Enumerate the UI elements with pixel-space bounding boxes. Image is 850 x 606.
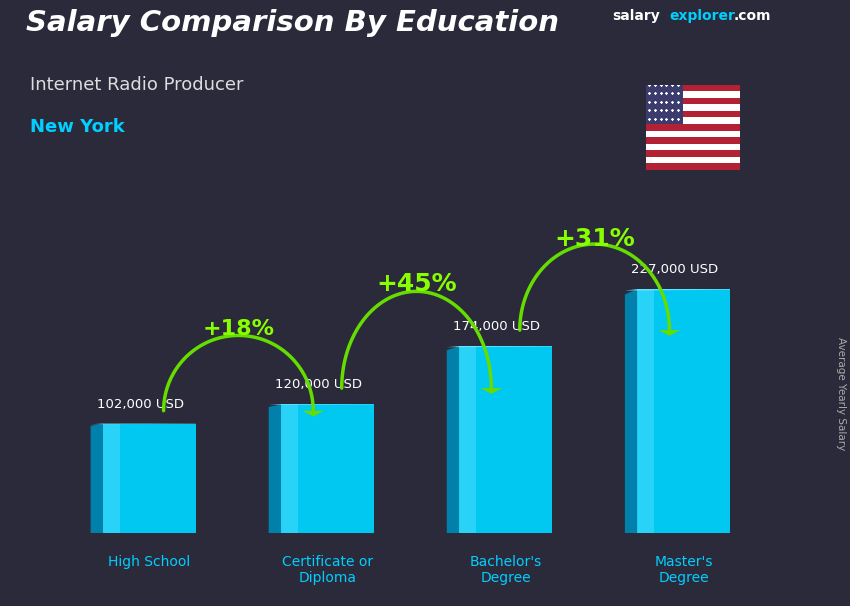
Polygon shape: [625, 289, 730, 290]
Bar: [646, 124, 740, 130]
Bar: [646, 85, 683, 124]
Bar: [103, 424, 120, 533]
Bar: [638, 289, 654, 533]
Text: New York: New York: [30, 118, 124, 136]
Polygon shape: [447, 346, 552, 347]
Bar: [459, 346, 476, 533]
Bar: [646, 104, 740, 111]
Text: Average Yearly Salary: Average Yearly Salary: [836, 338, 846, 450]
Bar: [103, 424, 196, 533]
Bar: [646, 92, 740, 98]
Bar: [646, 150, 740, 156]
Bar: [281, 404, 298, 533]
Text: 120,000 USD: 120,000 USD: [275, 378, 362, 391]
Bar: [646, 156, 740, 163]
Text: Salary Comparison By Education: Salary Comparison By Education: [26, 9, 558, 37]
Text: 227,000 USD: 227,000 USD: [632, 264, 718, 276]
Text: Certificate or
Diploma: Certificate or Diploma: [282, 554, 373, 585]
Polygon shape: [269, 404, 281, 533]
Bar: [646, 118, 740, 124]
Text: Master's
Degree: Master's Degree: [654, 554, 713, 585]
Polygon shape: [269, 404, 374, 405]
Text: +31%: +31%: [554, 227, 635, 251]
Bar: [646, 98, 740, 104]
Text: 102,000 USD: 102,000 USD: [97, 398, 184, 411]
Bar: [646, 130, 740, 137]
Polygon shape: [447, 346, 459, 533]
Polygon shape: [91, 424, 103, 533]
Polygon shape: [480, 388, 502, 394]
Bar: [459, 346, 552, 533]
Bar: [638, 289, 730, 533]
Text: +45%: +45%: [377, 272, 456, 296]
Bar: [646, 85, 740, 92]
Polygon shape: [303, 411, 324, 416]
Polygon shape: [625, 289, 638, 533]
Text: Bachelor's
Degree: Bachelor's Degree: [469, 554, 541, 585]
Text: Internet Radio Producer: Internet Radio Producer: [30, 76, 243, 94]
Bar: [646, 137, 740, 144]
Text: explorer: explorer: [670, 9, 736, 23]
Text: 174,000 USD: 174,000 USD: [453, 321, 540, 333]
Bar: [646, 111, 740, 118]
Text: .com: .com: [734, 9, 771, 23]
Bar: [646, 144, 740, 150]
Bar: [646, 163, 740, 170]
Text: High School: High School: [108, 554, 190, 569]
Text: salary: salary: [612, 9, 660, 23]
Bar: [281, 404, 374, 533]
Polygon shape: [659, 330, 680, 336]
Text: +18%: +18%: [202, 319, 275, 339]
